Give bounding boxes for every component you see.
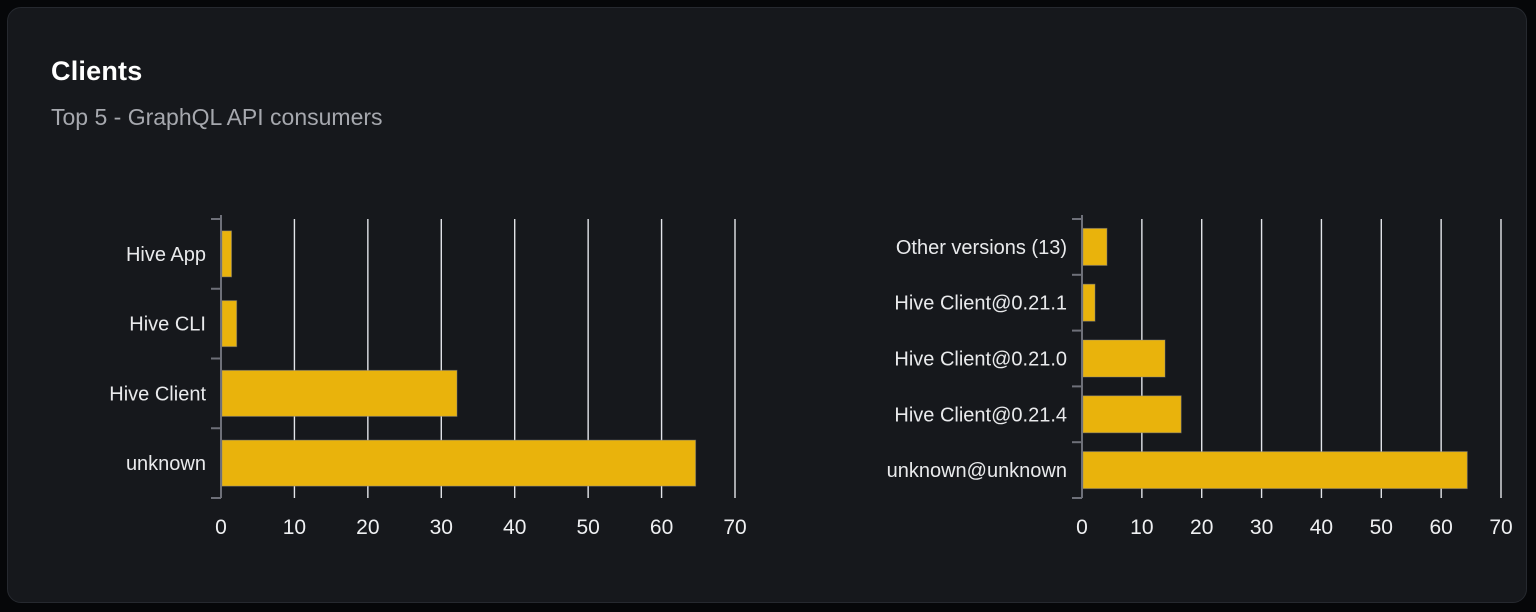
category-label: unknown xyxy=(126,453,206,475)
page-title: Clients xyxy=(51,56,143,86)
x-axis-tick-label: 30 xyxy=(430,516,453,539)
x-axis-tick-label: 10 xyxy=(1130,516,1153,539)
bar-chart-svg: Other versions (13) Hive Client@0.21.1 Hiv… xyxy=(887,215,1513,539)
x-axis-tick-label: 70 xyxy=(1489,516,1512,539)
clients-by-version-bar-chart: Other versions (13) Hive Client@0.21.1 Hiv… xyxy=(814,203,1514,563)
x-axis-tick-label: 50 xyxy=(576,516,599,539)
clients-by-name-bar-chart: Hive App Hive CLI Hive Client unknown 0 10 20 3… xyxy=(48,203,748,563)
category-label: Hive Client@0.21.4 xyxy=(894,404,1067,426)
category-label: Hive CLI xyxy=(129,314,206,336)
category-label: Other versions (13) xyxy=(896,237,1067,259)
x-axis-tick-label: 30 xyxy=(1250,516,1273,539)
category-label: unknown@unknown xyxy=(887,460,1067,482)
x-axis-tick-label: 0 xyxy=(215,516,227,539)
page-subtitle: Top 5 - GraphQL API consumers xyxy=(51,104,383,130)
x-axis-tick-label: 40 xyxy=(503,516,526,539)
category-label: Hive Client@0.21.1 xyxy=(894,293,1067,315)
category-label: Hive App xyxy=(126,244,206,266)
x-axis-tick-label: 70 xyxy=(723,516,746,539)
clients-card: Clients Top 5 - GraphQL API consumers Hi… xyxy=(7,7,1527,603)
bar-chart-svg: Hive App Hive CLI Hive Client unknown 0 10 20 3… xyxy=(109,215,747,539)
x-axis-tick-label: 10 xyxy=(283,516,306,539)
category-label: Hive Client@0.21.0 xyxy=(894,349,1067,371)
x-axis-tick-label: 40 xyxy=(1310,516,1333,539)
x-axis-tick-label: 20 xyxy=(1190,516,1213,539)
x-axis-tick-label: 20 xyxy=(356,516,379,539)
x-axis-tick-label: 50 xyxy=(1370,516,1393,539)
x-axis-tick-label: 60 xyxy=(1429,516,1452,539)
x-axis-tick-label: 60 xyxy=(650,516,673,539)
category-label: Hive Client xyxy=(109,383,206,405)
x-axis-tick-label: 0 xyxy=(1076,516,1088,539)
